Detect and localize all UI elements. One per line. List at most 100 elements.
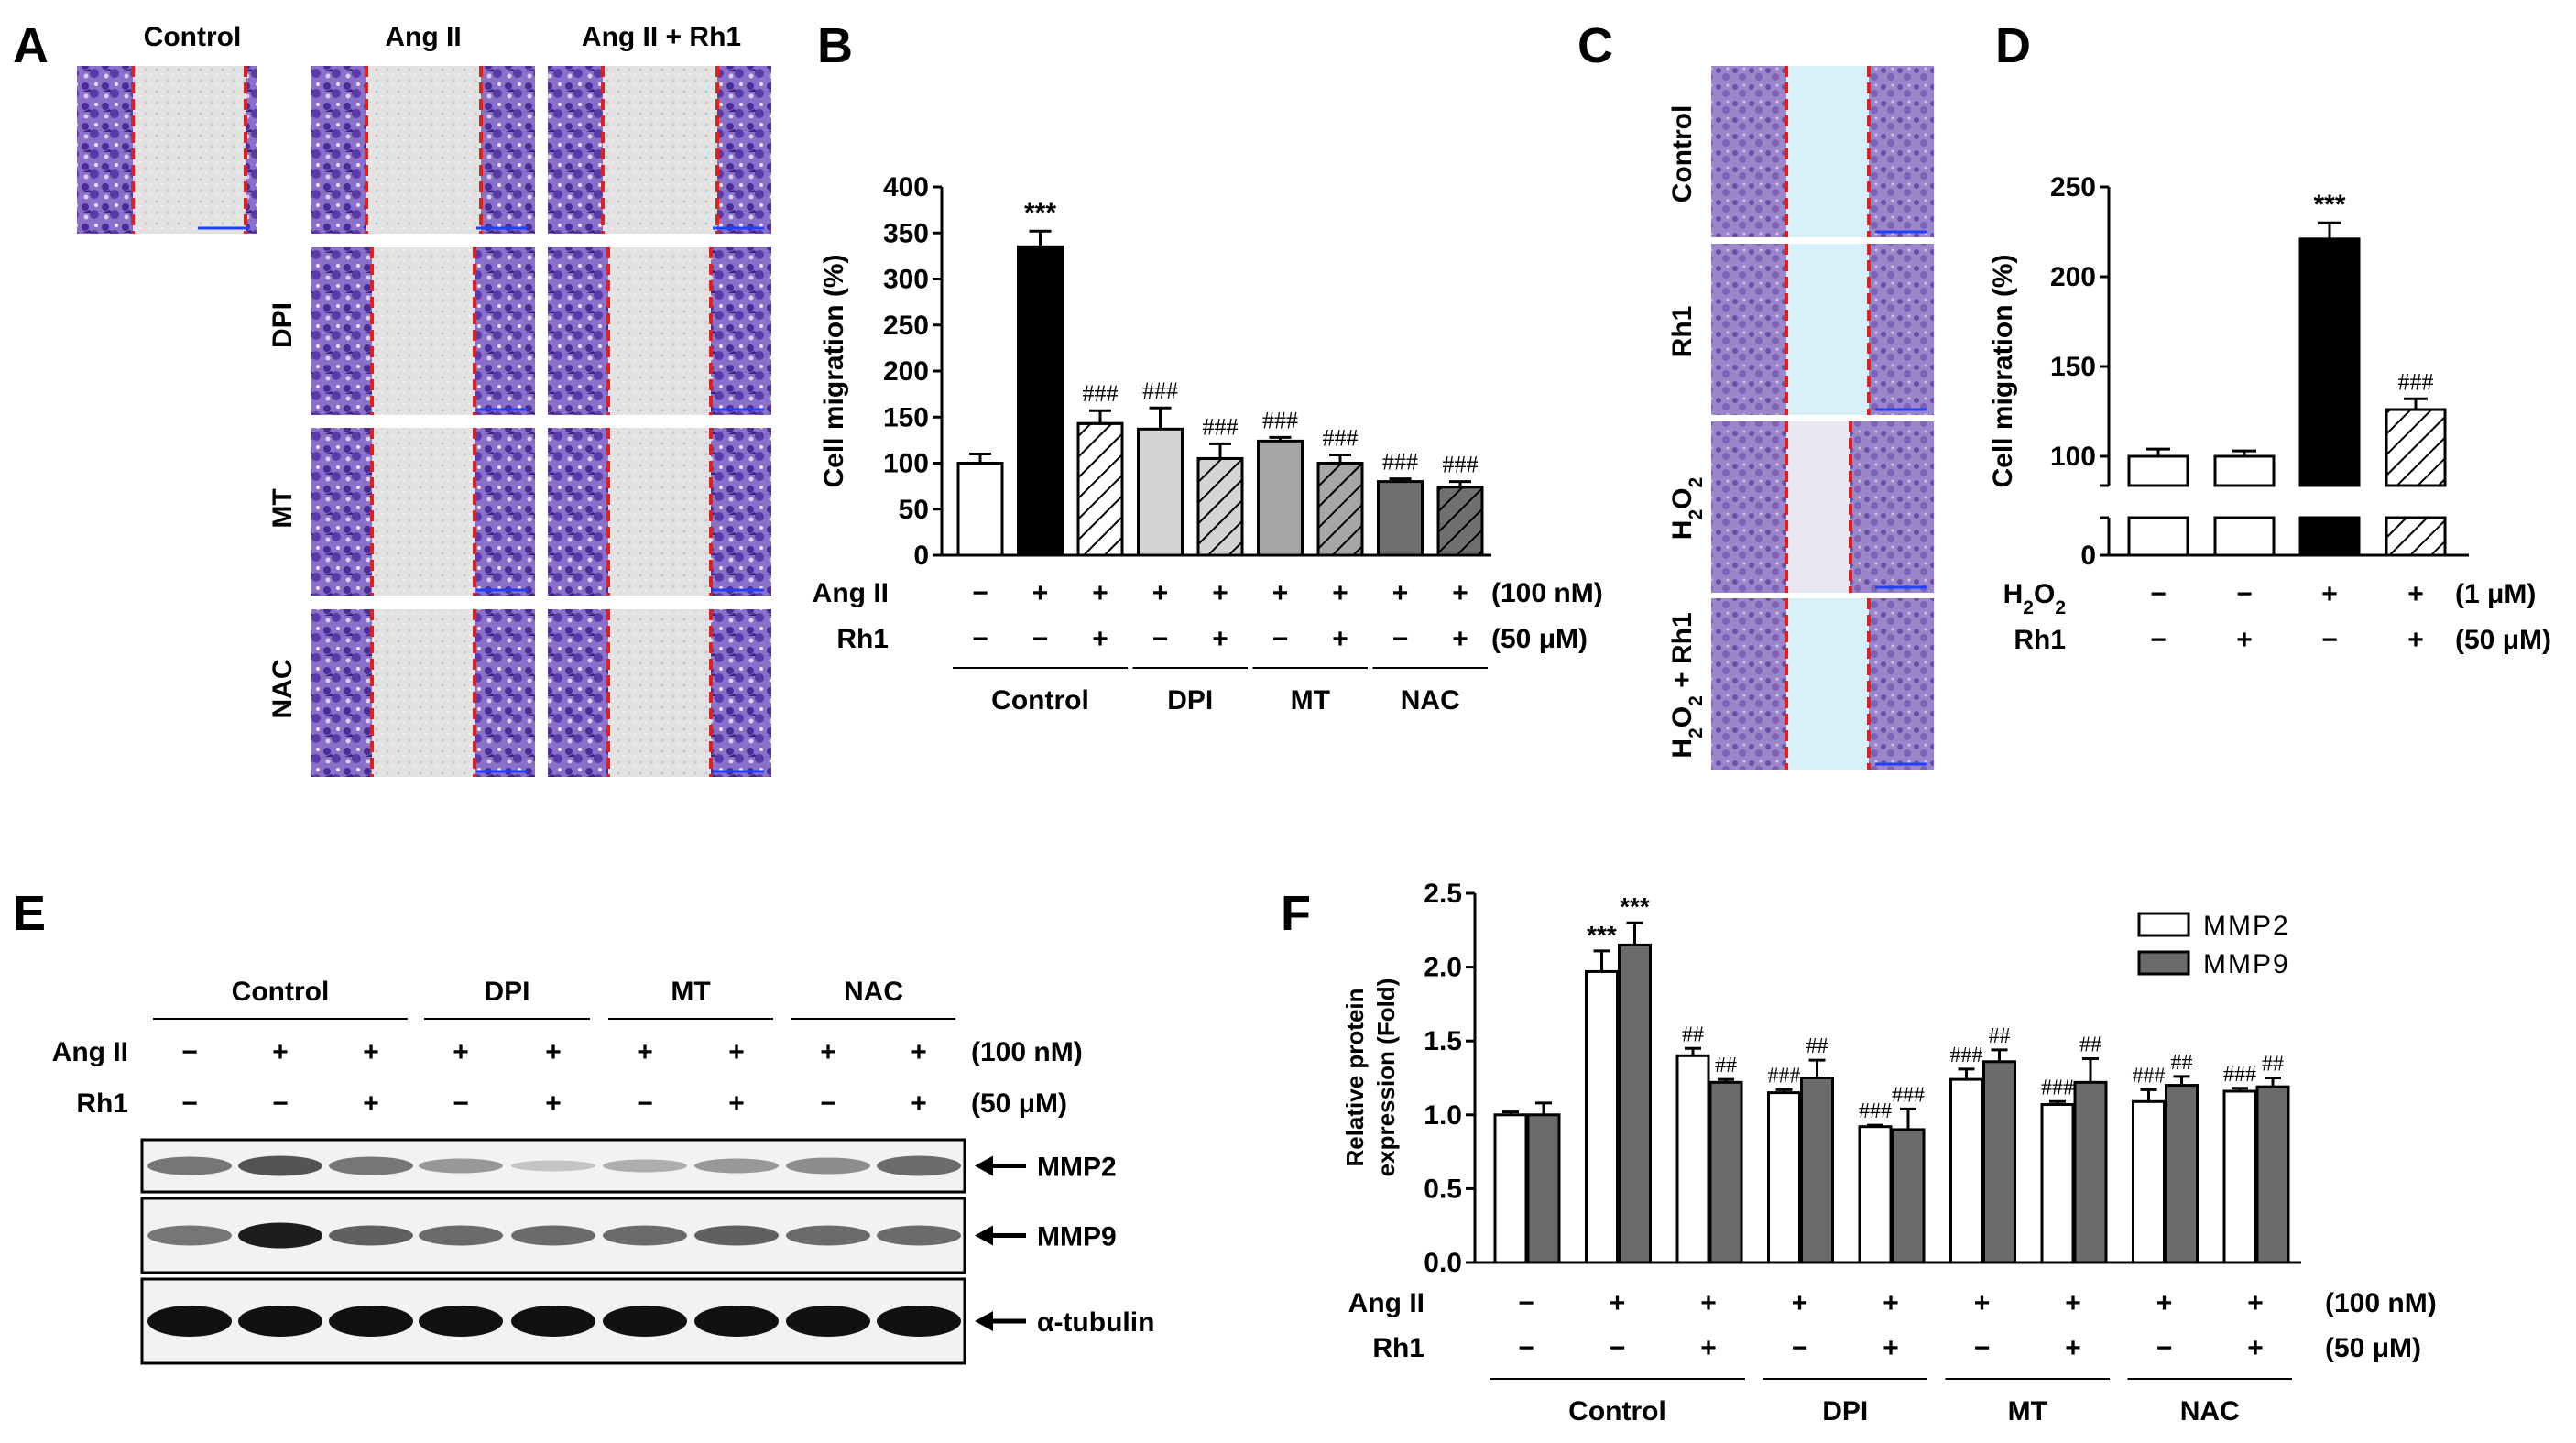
sign-h2o2: + <box>2321 579 2338 609</box>
panel-d-chart: 100 150 200 250 0 Cell migration (%) *** ### H2O… <box>1988 172 2551 655</box>
y-tick-label: 250 <box>883 311 929 341</box>
y-tick-label: 400 <box>883 172 929 202</box>
micrograph-tile <box>1711 66 1934 237</box>
blot-band <box>603 1306 687 1337</box>
cell-layer-right <box>1869 598 1934 770</box>
sign-rh1: + <box>1332 624 1348 654</box>
bar-mmp2 <box>1493 1113 1528 1264</box>
y-tick-label: 150 <box>883 402 929 432</box>
cell-layer-right <box>246 66 257 234</box>
group-label: DPI <box>1167 685 1213 716</box>
blot-band <box>511 1306 595 1337</box>
y-tick-label: 200 <box>2050 262 2096 292</box>
cell-layer-right <box>481 66 535 234</box>
blot-band <box>786 1225 870 1246</box>
row-title-ang-ii: Ang II <box>52 1037 128 1067</box>
cell-layer-left <box>77 66 133 234</box>
panel-a-micrographs: Control Ang II Ang II + Rh1 DPI MT NAC <box>77 22 771 777</box>
sign-ang-ii: + <box>911 1037 927 1067</box>
blot-band <box>511 1160 595 1172</box>
sign-ang-ii: + <box>1883 1288 1899 1318</box>
bar-mmp9 <box>1526 1113 1561 1264</box>
panel-a-col-header: Ang II + Rh1 <box>582 22 741 52</box>
significance-label: ### <box>1262 407 1298 433</box>
legend-label-mmp2: MMP2 <box>2203 911 2290 941</box>
sign-ang-ii: − <box>972 578 988 608</box>
group-label: Control <box>232 977 330 1007</box>
bar-hatch <box>1076 421 1124 557</box>
micrograph-control <box>77 66 257 234</box>
cell-layer-left <box>311 247 372 415</box>
bar <box>1377 480 1424 557</box>
cell-layer-left <box>1711 66 1786 237</box>
sign-rh1: + <box>911 1088 927 1119</box>
bar-mmp2 <box>2040 1103 2075 1264</box>
sign-rh1: − <box>1792 1333 1808 1363</box>
sign-ang-ii: + <box>637 1037 653 1067</box>
group-label: DPI <box>484 977 529 1007</box>
cell-layer-right <box>1850 421 1934 593</box>
bar-mmp9 <box>1982 1060 2016 1264</box>
arrow-head <box>975 1225 993 1246</box>
sign-ang-ii: + <box>1974 1288 1991 1318</box>
row-title-rh1: Rh1 <box>76 1088 128 1119</box>
significance-label: ### <box>1083 380 1119 407</box>
panel-c-micrographs: Control Rh1 H2O2 H2O2 + Rh1 <box>1667 66 1934 770</box>
bar-mmp9 <box>1891 1128 1926 1264</box>
group-label: Control <box>1568 1396 1666 1427</box>
blot-band <box>419 1225 503 1246</box>
cell-layer-right <box>1869 66 1934 237</box>
bar-mmp2 <box>1858 1125 1893 1264</box>
cell-layer-left <box>548 609 608 777</box>
bar-hatch <box>1316 462 1364 557</box>
y-axis-label: Cell migration (%) <box>819 254 849 487</box>
panel-a-col-header: Control <box>144 22 242 52</box>
bar <box>1257 439 1304 557</box>
panel-label-b: B <box>817 18 853 73</box>
panel-label-d: D <box>1995 18 2031 73</box>
concentration-rh1: (50 μM) <box>2455 625 2551 655</box>
significance-label: ## <box>1806 1034 1828 1058</box>
bar <box>1137 427 1184 557</box>
cell-layer-right <box>1869 244 1934 415</box>
panel-label-c: C <box>1577 18 1613 73</box>
cell-layer-right <box>475 247 535 415</box>
sign-h2o2: − <box>2236 579 2253 609</box>
group-label: DPI <box>1822 1396 1868 1427</box>
group-label: NAC <box>1401 685 1460 716</box>
band-label: MMP2 <box>1037 1153 1117 1183</box>
significance-label: ### <box>2398 368 2434 395</box>
y-axis-label: Relative protein <box>1341 988 1369 1166</box>
y-tick-label: 350 <box>883 218 929 248</box>
sign-ang-ii: + <box>1610 1288 1626 1318</box>
cell-layer-left <box>1711 598 1786 770</box>
sign-rh1: + <box>545 1088 562 1119</box>
legend-label-mmp9: MMP9 <box>2203 949 2290 979</box>
row-title-ang-ii: Ang II <box>813 578 889 608</box>
blot-band <box>877 1306 961 1337</box>
significance-label: *** <box>1024 198 1056 228</box>
significance-label: ### <box>1323 424 1359 451</box>
bar-mmp9 <box>2255 1085 2290 1264</box>
panel-f-chart: 0.0 0.5 1.0 1.5 2.0 2.5 Relative protein expres… <box>1341 879 2437 1427</box>
sign-ang-ii: + <box>2247 1288 2264 1318</box>
sign-ang-ii: + <box>272 1037 289 1067</box>
significance-label: ### <box>2223 1063 2256 1087</box>
sign-h2o2: − <box>2150 579 2167 609</box>
y-tick-label: 1.5 <box>1424 1026 1462 1056</box>
sign-ang-ii: + <box>2156 1288 2173 1318</box>
blot-band <box>329 1306 413 1337</box>
sign-ang-ii: + <box>1032 578 1049 608</box>
panel-label-f: F <box>1281 886 1311 941</box>
y-tick-label: 2.5 <box>1424 879 1462 909</box>
cell-layer-right <box>475 609 535 777</box>
significance-label: ### <box>2041 1076 2074 1099</box>
significance-label: ### <box>1142 377 1178 404</box>
sign-rh1: − <box>1518 1333 1534 1363</box>
bar-lower <box>2213 516 2276 557</box>
panel-a-row-label: MT <box>267 488 298 528</box>
sign-rh1: − <box>1392 624 1409 654</box>
bar-mmp2 <box>1949 1077 1983 1264</box>
micrograph-tile <box>311 66 535 234</box>
blot-band <box>147 1156 232 1175</box>
